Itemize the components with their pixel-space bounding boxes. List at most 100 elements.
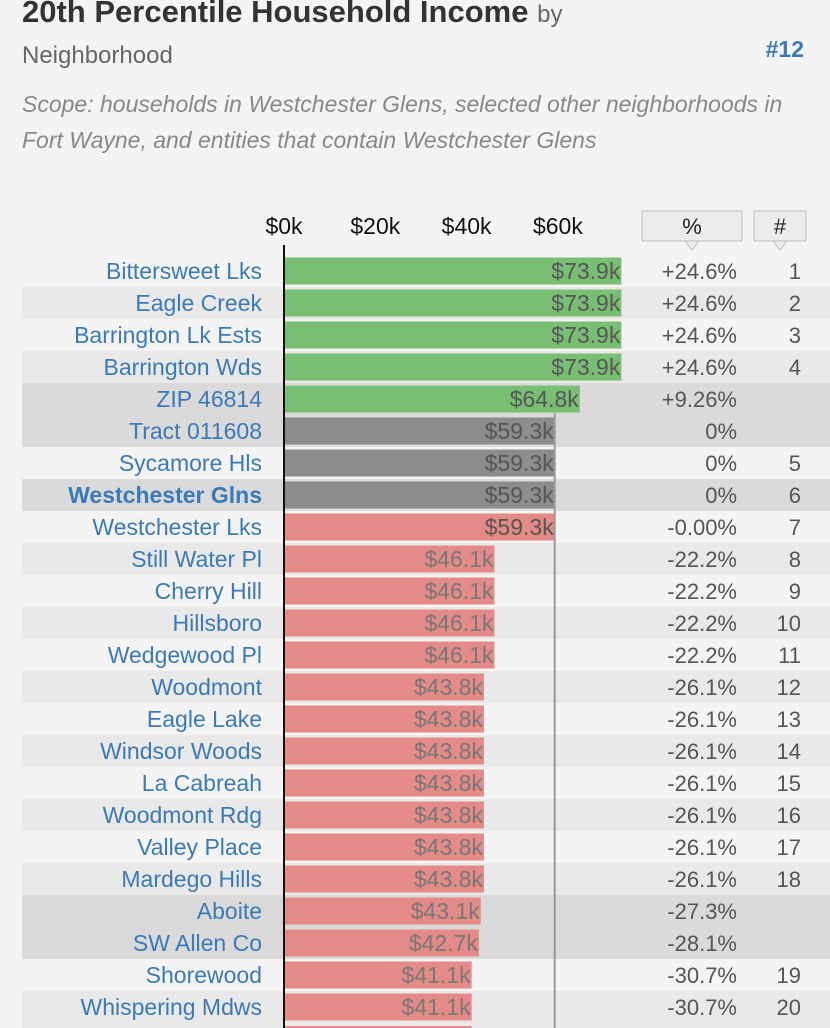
scope-note: Scope: households in Westchester Glens, …	[22, 91, 783, 153]
bar	[284, 609, 495, 637]
pct-sort-caret-icon	[683, 240, 701, 251]
value-label: $43.8k	[414, 770, 484, 796]
rank-number: 2	[789, 291, 801, 316]
percent-diff: 0%	[705, 483, 737, 508]
neighborhood-link[interactable]: Westchester Lks	[92, 514, 262, 540]
value-label: $73.9k	[551, 322, 621, 348]
neighborhood-link[interactable]: Westchester Glns	[68, 482, 262, 508]
x-tick-label: $20k	[350, 213, 400, 239]
bar	[284, 449, 555, 477]
percent-diff: -28.1%	[667, 931, 737, 956]
bar	[284, 481, 555, 509]
percent-diff: -22.2%	[667, 611, 737, 636]
value-label: $46.1k	[424, 546, 494, 572]
value-label: $41.1k	[402, 994, 472, 1020]
percent-diff: -22.2%	[667, 547, 737, 572]
value-label: $41.1k	[402, 962, 472, 988]
bar	[284, 1026, 472, 1028]
bar	[284, 385, 580, 413]
value-label: $59.3k	[485, 418, 555, 444]
value-label: $43.8k	[414, 834, 484, 860]
value-label: $46.1k	[424, 610, 494, 636]
neighborhood-link[interactable]: Woodmont	[151, 674, 262, 700]
rank-column-header[interactable]	[753, 210, 807, 242]
value-label: $43.8k	[414, 738, 484, 764]
neighborhood-link[interactable]: Mardego Hills	[121, 866, 262, 892]
rank-number: 14	[777, 739, 801, 764]
percent-diff: -27.3%	[667, 899, 737, 924]
rank-number: 3	[789, 323, 801, 348]
bar	[284, 737, 484, 765]
neighborhood-link[interactable]: Barrington Wds	[103, 354, 262, 380]
rank-number: 7	[789, 515, 801, 540]
rank-number: 19	[777, 963, 801, 988]
percent-diff: -26.1%	[667, 675, 737, 700]
bar	[284, 705, 484, 733]
rank-number: 9	[789, 579, 801, 604]
value-label: $59.3k	[485, 482, 555, 508]
neighborhood-link[interactable]: Eagle Creek	[135, 290, 262, 316]
neighborhood-link[interactable]: Cherry Hill	[155, 578, 262, 604]
value-label: $43.8k	[414, 802, 484, 828]
neighborhood-link[interactable]: Tract 011608	[129, 418, 262, 444]
neighborhood-link[interactable]: SW Allen Co	[133, 930, 262, 956]
page-title: 20th Percentile Household Income by	[22, 0, 562, 30]
value-label: $43.8k	[414, 674, 484, 700]
bar	[284, 353, 622, 381]
rank-number: 12	[777, 675, 801, 700]
rank-number: 15	[777, 771, 801, 796]
value-label: $64.8k	[510, 386, 580, 412]
neighborhood-link[interactable]: ZIP 46814	[156, 386, 262, 412]
neighborhood-link[interactable]: Sycamore Hls	[119, 450, 262, 476]
percent-diff: +24.6%	[662, 291, 737, 316]
bar	[284, 289, 622, 317]
neighborhood-link[interactable]: Windsor Woods	[100, 738, 262, 764]
bar	[284, 513, 555, 541]
neighborhood-link[interactable]: Shorewood	[146, 962, 262, 988]
neighborhood-link[interactable]: Bittersweet Lks	[106, 258, 262, 284]
percent-diff: -26.1%	[667, 707, 737, 732]
bar	[284, 641, 495, 669]
neighborhood-link[interactable]: Valley Place	[137, 834, 262, 860]
percent-diff: 0%	[705, 419, 737, 444]
title-main: 20th Percentile Household Income	[22, 0, 529, 29]
rank-number: 5	[789, 451, 801, 476]
pct-header-label: %	[682, 214, 702, 239]
neighborhood-link[interactable]: Barrington Lk Ests	[74, 322, 262, 348]
bar	[284, 545, 495, 573]
page-subtitle: Neighborhood	[22, 42, 173, 69]
percent-diff: -26.1%	[667, 835, 737, 860]
rank-sort-caret-icon	[771, 240, 789, 251]
bar	[284, 929, 479, 957]
bar	[284, 961, 472, 989]
percent-diff: 0%	[705, 451, 737, 476]
percent-diff: +9.26%	[662, 387, 737, 412]
x-tick-label: $0k	[265, 213, 303, 239]
rank-link[interactable]: #12	[765, 36, 804, 62]
neighborhood-link[interactable]: Wedgewood Pl	[108, 642, 262, 668]
rank-number: 16	[777, 803, 801, 828]
bar	[284, 417, 555, 445]
value-label: $73.9k	[551, 290, 621, 316]
bar	[284, 865, 484, 893]
bar	[284, 897, 481, 925]
value-label: $43.1k	[411, 898, 481, 924]
neighborhood-link[interactable]: Whispering Mdws	[81, 994, 263, 1020]
neighborhood-link[interactable]: Hillsboro	[173, 610, 262, 636]
value-label: $73.9k	[551, 258, 621, 284]
percent-diff: -26.1%	[667, 739, 737, 764]
bar	[284, 577, 495, 605]
value-label: $59.3k	[485, 514, 555, 540]
neighborhood-link[interactable]: Aboite	[197, 898, 262, 924]
percent-diff: +24.6%	[662, 355, 737, 380]
neighborhood-link[interactable]: Eagle Lake	[147, 706, 262, 732]
bar	[284, 321, 622, 349]
neighborhood-link[interactable]: Still Water Pl	[131, 546, 262, 572]
rank-header-label: #	[774, 214, 787, 239]
neighborhood-link[interactable]: La Cabreah	[142, 770, 262, 796]
percent-diff: -26.1%	[667, 771, 737, 796]
bar	[284, 993, 472, 1021]
neighborhood-link[interactable]: Woodmont Rdg	[103, 802, 262, 828]
rank-number: 4	[789, 355, 801, 380]
x-tick-label: $40k	[442, 213, 492, 239]
